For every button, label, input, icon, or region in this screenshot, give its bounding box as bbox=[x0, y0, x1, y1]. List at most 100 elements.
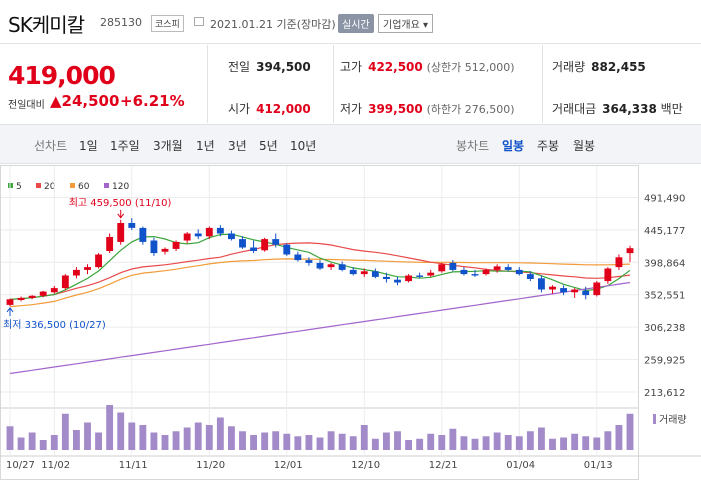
candle-body bbox=[327, 264, 335, 268]
volume-legend-label: 거래량 bbox=[659, 414, 687, 426]
volume-bar bbox=[28, 432, 36, 450]
candle-body bbox=[626, 248, 634, 254]
x-tick-label: 12/01 bbox=[274, 460, 303, 471]
candle-body bbox=[371, 271, 379, 277]
candle-body bbox=[416, 275, 424, 277]
volume-bar bbox=[405, 440, 413, 450]
volume-bar bbox=[493, 432, 501, 450]
tab-line-chart[interactable]: 선차트 bbox=[34, 139, 68, 153]
stock-header: SK케미칼 285130 코스피 2021.01.21 기준(장마감) 실시간 … bbox=[0, 0, 701, 44]
candle-body bbox=[405, 275, 413, 282]
y-tick-label: 306,238 bbox=[644, 323, 685, 334]
candle-body bbox=[84, 267, 91, 270]
x-tick-label: 11/20 bbox=[196, 460, 225, 471]
x-tick-label: 12/10 bbox=[351, 460, 380, 471]
candle-body bbox=[571, 289, 579, 293]
volume-bar bbox=[227, 426, 235, 450]
candle-body bbox=[360, 271, 368, 275]
realtime-button[interactable]: 실시간 bbox=[338, 14, 374, 33]
legend-label: 60 bbox=[78, 182, 90, 192]
volume-bar bbox=[128, 422, 136, 450]
volume-bar bbox=[305, 435, 313, 450]
quote-divider bbox=[542, 45, 543, 123]
candle-body bbox=[504, 267, 512, 270]
quote-divider bbox=[333, 45, 334, 123]
x-tick-label: 12/21 bbox=[429, 460, 458, 471]
candle-body bbox=[294, 254, 302, 261]
quote-volume: 거래량 882,455 bbox=[552, 60, 646, 74]
volume-bar bbox=[283, 433, 291, 450]
volume-bar bbox=[382, 432, 390, 450]
volume-bar bbox=[95, 432, 103, 450]
volume-bar bbox=[471, 438, 479, 450]
candle-body bbox=[17, 297, 25, 300]
volume-bar bbox=[394, 431, 401, 450]
candle-body bbox=[460, 269, 468, 275]
x-tick-label: 10/27 bbox=[6, 460, 35, 471]
volume-bar bbox=[360, 425, 368, 450]
volume-bar bbox=[460, 436, 468, 450]
volume-bar bbox=[316, 437, 324, 450]
tab-1day[interactable]: 1일 bbox=[79, 139, 98, 153]
y-tick-label: 352,551 bbox=[644, 291, 685, 302]
volume-bar bbox=[593, 437, 601, 450]
tab-3month[interactable]: 3개월 bbox=[153, 139, 183, 153]
candle-body bbox=[615, 257, 623, 268]
volume-bar bbox=[61, 413, 69, 450]
volume-bar bbox=[416, 438, 424, 450]
volume-bar bbox=[84, 422, 91, 450]
volume-bar bbox=[250, 435, 258, 450]
candle-body bbox=[283, 244, 291, 255]
volume-bar bbox=[6, 426, 14, 450]
tab-weekly[interactable]: 주봉 bbox=[537, 139, 560, 153]
current-price: 419,000 bbox=[8, 61, 116, 90]
candle-body bbox=[6, 299, 14, 305]
legend-label: 5 bbox=[16, 182, 22, 192]
candle-body bbox=[604, 268, 612, 282]
quote-prev-close: 전일 394,500 bbox=[228, 60, 311, 74]
company-overview-dropdown[interactable]: 기업개요 ▾ bbox=[378, 14, 433, 33]
volume-bar bbox=[371, 438, 379, 450]
volume-bar bbox=[427, 433, 435, 450]
candle-body bbox=[117, 223, 125, 242]
candle-body bbox=[28, 295, 36, 298]
volume-bar bbox=[626, 413, 634, 450]
volume-bar bbox=[139, 425, 147, 450]
volume-bar bbox=[150, 432, 158, 450]
stock-name: SK케미칼 bbox=[8, 13, 85, 37]
candle-body bbox=[427, 272, 435, 276]
tab-5year[interactable]: 5년 bbox=[259, 139, 278, 153]
tab-1year[interactable]: 1년 bbox=[196, 139, 215, 153]
candle-body bbox=[272, 239, 280, 245]
volume-bar bbox=[571, 433, 579, 450]
volume-bar bbox=[117, 412, 125, 450]
volume-bar bbox=[261, 432, 269, 450]
tab-10year[interactable]: 10년 bbox=[290, 139, 317, 153]
legend-label: 120 bbox=[112, 182, 129, 192]
volume-bar bbox=[582, 436, 590, 450]
volume-bar bbox=[183, 427, 191, 450]
volume-bar bbox=[482, 436, 490, 450]
low-arrow bbox=[6, 307, 14, 316]
volume-bar bbox=[438, 435, 446, 450]
candle-body bbox=[106, 237, 114, 251]
volume-bar bbox=[349, 436, 357, 450]
high-annotation: 최고 459,500 (11/10) bbox=[69, 197, 172, 209]
candle-body bbox=[560, 288, 568, 293]
candle-body bbox=[61, 275, 69, 289]
tab-daily[interactable]: 일봉 bbox=[502, 139, 525, 153]
tab-1week[interactable]: 1주일 bbox=[110, 139, 140, 153]
tab-monthly[interactable]: 월봉 bbox=[573, 139, 596, 153]
tab-3year[interactable]: 3년 bbox=[228, 139, 247, 153]
candle-body bbox=[261, 239, 269, 251]
volume-bar bbox=[172, 431, 180, 450]
volume-bar bbox=[449, 428, 457, 450]
quote-open: 시가 412,000 bbox=[228, 102, 311, 116]
candle-body bbox=[493, 266, 501, 270]
ma20-line bbox=[9, 242, 631, 300]
tab-candle-chart[interactable]: 봉차트 bbox=[456, 139, 490, 153]
candle-body bbox=[39, 291, 47, 296]
candle-body bbox=[139, 227, 147, 242]
quote-low: 저가 399,500 (하한가 276,500) bbox=[340, 102, 515, 116]
